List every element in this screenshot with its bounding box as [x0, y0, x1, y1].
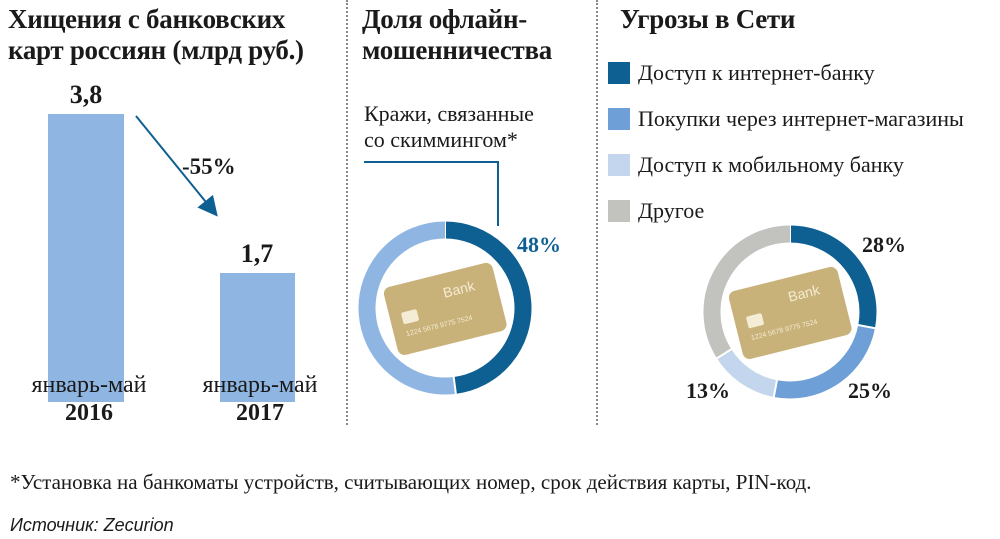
donut2-slice-gap-1	[857, 323, 877, 330]
donut2-slice-3	[703, 225, 791, 359]
legend-label: Доступ к интернет-банку	[638, 60, 875, 85]
legend-label: Доступ к мобильному банку	[638, 152, 904, 177]
skimming-note-line2: со скиммингом*	[364, 127, 518, 152]
offline-percent-label: 48%	[517, 232, 561, 257]
skimming-note-line1: Кражи, связанные	[364, 101, 534, 126]
decrease-arrow	[135, 115, 218, 217]
bar-chart-title: Хищения с банковских карт россиян (млрд …	[8, 4, 304, 66]
legend-item-other: Другое	[608, 196, 704, 226]
legend-swatch	[608, 108, 630, 130]
x-year-2017: 2017	[236, 400, 284, 426]
threat-percent-internet-bank: 28%	[862, 232, 906, 257]
donut1-slice-0	[444, 221, 532, 394]
donut1-slice-gap-1	[452, 375, 457, 395]
bank-card-label: Bank	[441, 277, 477, 300]
bar-chart-title-line1: Хищения с банковских	[8, 4, 286, 34]
footnote: *Установка на банкоматы устройств, считы…	[10, 470, 812, 494]
offline-chart-title: Доля офлайн- мошенничества	[362, 4, 552, 66]
legend-label: Другое	[638, 198, 705, 223]
donut2-slice-gap-2	[772, 379, 779, 399]
threats-chart-title: Угрозы в Сети	[620, 4, 796, 34]
change-label: -55%	[182, 154, 236, 179]
skimming-leader-line	[364, 161, 499, 226]
donut2-slice-gap-3	[715, 347, 733, 360]
threat-percent-online-shopping: 25%	[848, 378, 892, 403]
legend-swatch	[608, 200, 630, 222]
donut2-slice-2	[716, 348, 778, 397]
x-label-2016: январь-май	[31, 372, 147, 398]
legend-item-online-shopping: Покупки через интернет-магазины	[608, 104, 964, 134]
bar-2017	[220, 273, 295, 402]
bank-card-label: Bank	[786, 281, 822, 304]
x-year-2016: 2016	[65, 400, 113, 426]
legend-swatch	[608, 62, 630, 84]
offline-chart-title-line1: Доля офлайн-	[362, 4, 527, 34]
x-label-2017: январь-май	[202, 372, 318, 398]
bank-card-body	[728, 266, 852, 359]
bank-card-chip	[401, 309, 419, 325]
skimming-note: Кражи, связанные со скиммингом*	[364, 101, 534, 153]
source: Источник: Zecurion	[10, 515, 174, 535]
divider-1	[346, 0, 348, 425]
bar-value-2017: 1,7	[240, 239, 274, 269]
legend-swatch	[608, 154, 630, 176]
offline-chart-title-line2: мошенничества	[362, 35, 552, 65]
legend-label: Покупки через интернет-магазины	[638, 106, 964, 131]
bar-value-2016: 3,8	[69, 80, 103, 109]
bar-chart-title-line2: карт россиян (млрд руб.)	[8, 35, 304, 65]
donut2-slice-0	[789, 225, 877, 329]
bank-card-body	[383, 262, 507, 355]
legend-item-internet-bank: Доступ к интернет-банку	[608, 58, 875, 88]
legend-item-mobile-bank: Доступ к мобильному банку	[608, 150, 904, 180]
donut1-slice-1	[358, 221, 456, 395]
bank-card-chip	[746, 313, 764, 329]
divider-2	[596, 0, 598, 425]
donut2-slice-1	[773, 324, 875, 399]
bar-2016	[48, 114, 124, 402]
threat-percent-mobile-bank: 13%	[686, 378, 730, 403]
